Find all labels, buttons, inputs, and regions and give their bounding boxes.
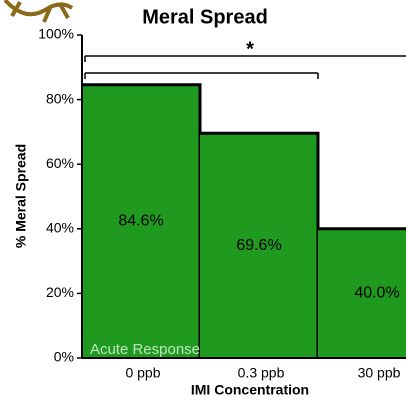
x-tick-label: 0 ppb	[125, 365, 160, 381]
plot-area: 84.6% 0 ppb 69.6% 0.3 ppb 40.0% 30 ppb 0% 20% 40…	[38, 26, 406, 381]
insect-icon	[5, 0, 72, 22]
y-tick-label: 80%	[46, 90, 74, 106]
significance-star: *	[246, 38, 254, 60]
y-tick-label: 20%	[46, 284, 74, 300]
value-label: 40.0%	[354, 285, 399, 302]
annotation: Acute Response	[90, 341, 200, 358]
x-tick-label: 30 ppb	[358, 365, 401, 381]
y-axis-label: % Meral Spread	[13, 144, 29, 248]
chart: Meral Spread % Meral Spread IMI Concentr…	[0, 0, 406, 401]
value-label: 69.6%	[236, 237, 281, 254]
y-tick-label: 0%	[54, 349, 74, 365]
chart-title: Meral Spread	[142, 6, 268, 28]
value-label: 84.6%	[118, 213, 163, 230]
x-axis-label: IMI Concentration	[191, 382, 309, 398]
y-tick-label: 60%	[46, 155, 74, 171]
y-tick-label: 100%	[38, 26, 74, 42]
x-tick-label: 0.3 ppb	[238, 365, 285, 381]
y-tick-label: 40%	[46, 220, 74, 236]
